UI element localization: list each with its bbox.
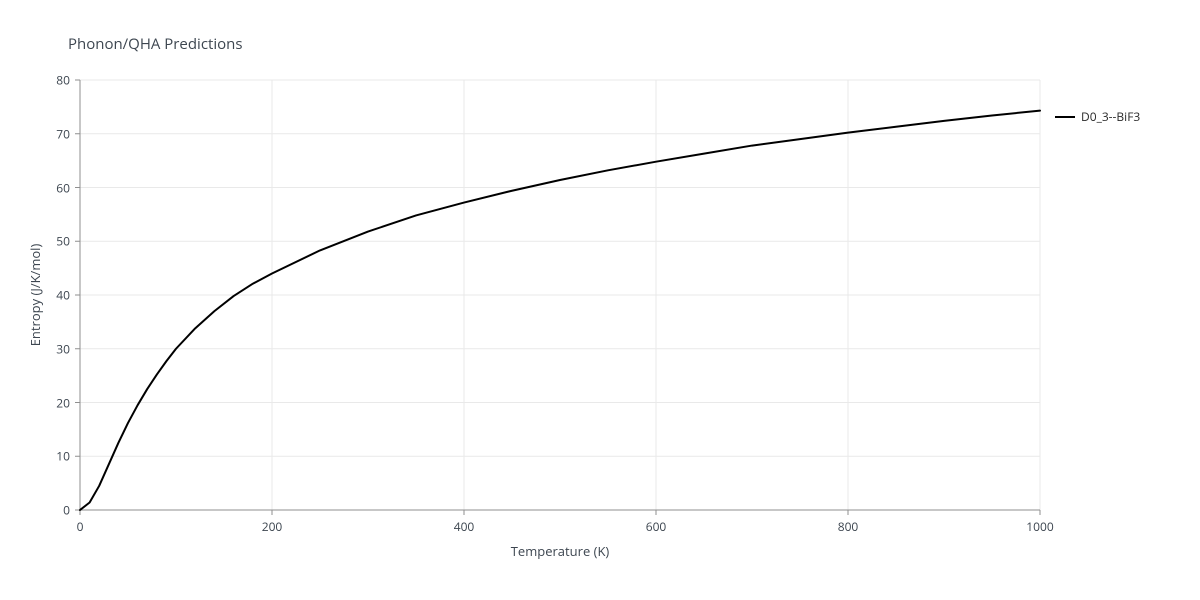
y-tick-label: 30 <box>56 340 70 357</box>
chart-title: Phonon/QHA Predictions <box>68 34 243 54</box>
chart-legend: D0_3--BiF3 <box>1055 108 1140 125</box>
x-tick-label: 0 <box>77 518 84 535</box>
legend-swatch <box>1055 116 1075 118</box>
y-axis-label: Entropy (J/K/mol) <box>26 244 44 347</box>
y-tick-label: 50 <box>56 233 70 250</box>
x-tick-label: 200 <box>262 518 283 535</box>
y-tick-label: 70 <box>56 125 70 142</box>
y-tick-label: 60 <box>56 179 70 196</box>
y-tick-label: 80 <box>56 72 70 89</box>
x-tick-label: 400 <box>454 518 475 535</box>
legend-item: D0_3--BiF3 <box>1055 108 1140 125</box>
chart-container: Phonon/QHA Predictions Temperature (K) E… <box>0 0 1200 600</box>
y-tick-label: 20 <box>56 394 70 411</box>
x-tick-label: 600 <box>646 518 667 535</box>
x-tick-label: 1000 <box>1026 518 1053 535</box>
y-tick-label: 0 <box>63 502 70 519</box>
y-tick-label: 10 <box>56 448 70 465</box>
legend-label: D0_3--BiF3 <box>1081 108 1140 125</box>
chart-plot-area <box>80 80 1040 510</box>
y-tick-label: 40 <box>56 287 70 304</box>
series-line <box>80 111 1040 510</box>
x-axis-label: Temperature (K) <box>511 542 610 560</box>
x-tick-label: 800 <box>838 518 859 535</box>
